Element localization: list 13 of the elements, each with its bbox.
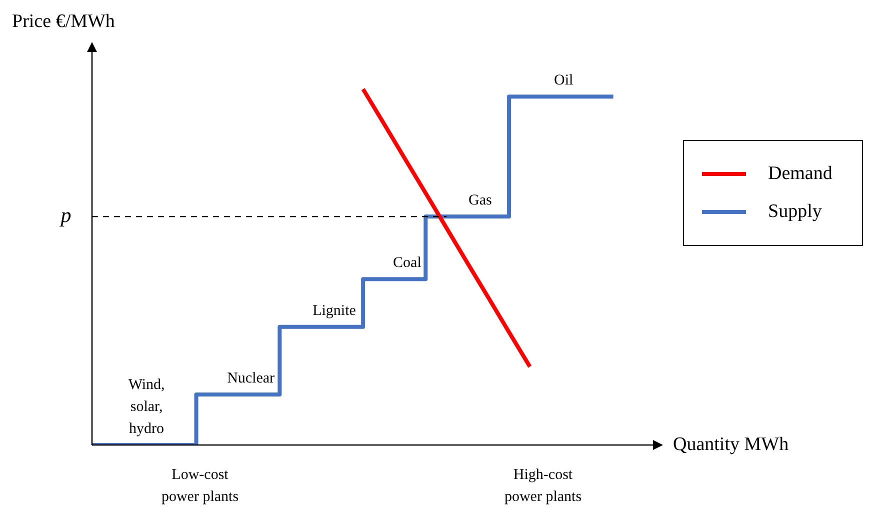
x-axis-title: Quantity MWh — [673, 434, 790, 455]
legend-label: Demand — [768, 163, 832, 185]
text: Oil — [554, 72, 574, 89]
ref-line-label: p — [58, 203, 72, 228]
annotation: Nuclear — [227, 370, 275, 386]
legend-label: Supply — [768, 201, 822, 223]
y-axis-title: Price €/MWh — [12, 10, 116, 32]
text: High-cost power plants — [504, 467, 582, 505]
annotation: Lignite — [312, 302, 356, 319]
text: Low-cost power plants — [161, 467, 239, 505]
annotation: Wind, solar, hydro — [128, 377, 165, 437]
annotation: Gas — [468, 192, 492, 209]
annotation: Coal — [393, 255, 422, 272]
